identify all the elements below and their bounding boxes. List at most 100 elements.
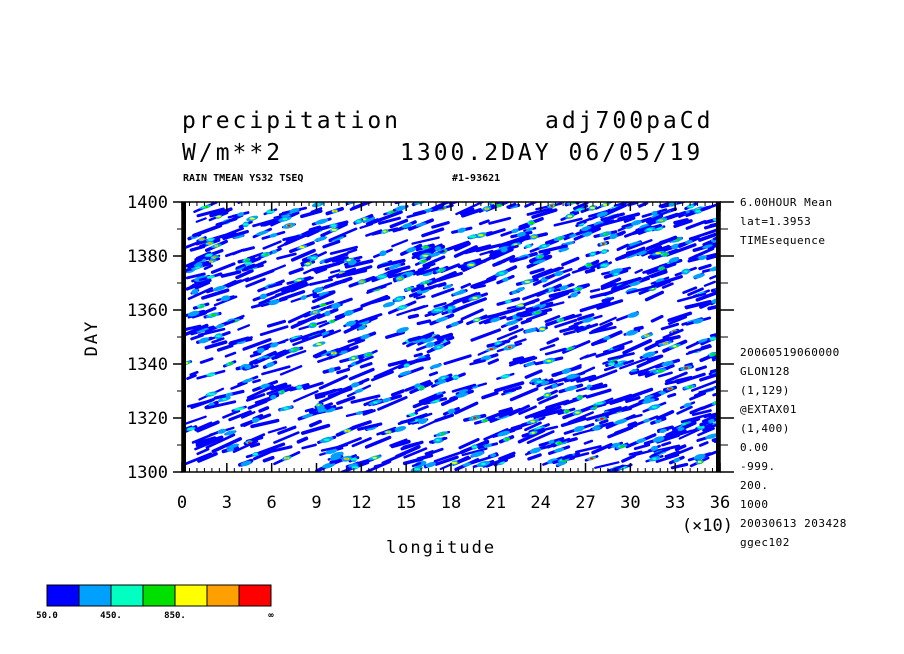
rain-streak bbox=[676, 405, 693, 415]
rain-streak bbox=[434, 413, 455, 423]
rain-streak bbox=[309, 278, 333, 286]
rain-cell bbox=[398, 306, 406, 309]
rain-cell bbox=[434, 246, 442, 252]
rain-streak bbox=[619, 357, 649, 370]
rain-streak bbox=[667, 392, 677, 398]
x-tick-label: 12 bbox=[351, 493, 371, 513]
rain-streak bbox=[185, 282, 203, 291]
rain-streak bbox=[602, 421, 614, 427]
rain-streak bbox=[673, 218, 689, 225]
rain-cell bbox=[404, 364, 410, 367]
rain-cell bbox=[687, 205, 694, 208]
rain-streak bbox=[218, 214, 244, 227]
rain-streak bbox=[583, 352, 597, 359]
rain-streak bbox=[351, 437, 372, 448]
rain-cell bbox=[723, 434, 730, 439]
rain-cell bbox=[501, 375, 509, 378]
rain-cell bbox=[507, 346, 512, 349]
rain-streak bbox=[516, 306, 540, 317]
rain-cell bbox=[257, 347, 265, 354]
rain-streak bbox=[698, 231, 720, 242]
rain-streak bbox=[311, 291, 335, 304]
rain-streak bbox=[261, 365, 291, 376]
rain-cell bbox=[422, 271, 434, 277]
rain-cell bbox=[443, 284, 453, 289]
rain-cell bbox=[212, 285, 227, 291]
rain-cell bbox=[382, 397, 392, 403]
rain-streak bbox=[559, 325, 579, 333]
side-info-5: (1,129) bbox=[740, 384, 790, 397]
rain-streak bbox=[469, 359, 486, 366]
rain-streak bbox=[308, 225, 322, 232]
rain-streak bbox=[645, 235, 678, 251]
rain-cell bbox=[556, 461, 567, 466]
rain-cell bbox=[347, 202, 359, 205]
rain-streak bbox=[252, 378, 261, 384]
rain-cell bbox=[601, 250, 607, 253]
rain-streak bbox=[630, 368, 649, 376]
rain-streak bbox=[609, 398, 624, 405]
rain-cell bbox=[208, 260, 213, 263]
rain-streak bbox=[415, 295, 426, 300]
rain-cell bbox=[413, 467, 421, 471]
rain-streak bbox=[292, 333, 321, 346]
rain-streak bbox=[626, 413, 643, 421]
rain-cell bbox=[311, 324, 316, 327]
rain-cell bbox=[557, 442, 563, 445]
rain-streak bbox=[322, 329, 342, 339]
rain-cell bbox=[567, 215, 573, 218]
rain-streak bbox=[232, 249, 243, 256]
rain-streak bbox=[235, 269, 254, 280]
rain-cell bbox=[468, 235, 477, 238]
rain-cell bbox=[425, 461, 437, 468]
rain-cell bbox=[539, 328, 545, 331]
rain-streak bbox=[408, 335, 422, 343]
rain-streak bbox=[258, 298, 270, 305]
x-tick-label: 27 bbox=[575, 493, 595, 513]
rain-streak bbox=[600, 282, 618, 291]
rain-cell bbox=[530, 420, 535, 423]
rain-cell bbox=[433, 308, 443, 312]
rain-cell bbox=[299, 246, 305, 249]
rain-cell bbox=[558, 247, 570, 252]
rain-cell bbox=[216, 215, 221, 218]
rain-cell bbox=[252, 452, 259, 456]
rain-cell bbox=[386, 431, 390, 433]
rain-streak bbox=[237, 202, 244, 204]
rain-streak bbox=[625, 396, 641, 403]
rain-streak bbox=[421, 227, 445, 238]
rain-streak bbox=[359, 362, 373, 369]
rain-cell bbox=[212, 256, 217, 259]
rain-cell bbox=[559, 319, 564, 322]
rain-cell bbox=[627, 312, 640, 318]
rain-streak bbox=[599, 419, 609, 425]
rain-cell bbox=[345, 320, 357, 327]
rain-streak bbox=[531, 208, 558, 219]
rain-cell bbox=[506, 300, 511, 303]
rain-cell bbox=[725, 435, 729, 437]
rain-streak bbox=[270, 445, 293, 453]
rain-streak bbox=[410, 284, 425, 293]
rain-streak bbox=[542, 273, 571, 288]
rain-streak bbox=[655, 336, 671, 345]
rain-cell bbox=[528, 221, 536, 224]
rain-streak bbox=[237, 324, 251, 331]
rain-streak bbox=[304, 407, 314, 413]
rain-cell bbox=[323, 438, 330, 442]
rain-cell bbox=[228, 362, 233, 365]
rain-streak bbox=[300, 209, 323, 219]
colorbar-swatch bbox=[78, 584, 112, 607]
rain-cell bbox=[358, 320, 370, 325]
rain-cell bbox=[531, 431, 535, 434]
rain-streak bbox=[431, 221, 450, 229]
side-info-3: 20060519060000 bbox=[740, 346, 840, 359]
rain-cell bbox=[220, 295, 231, 302]
rain-cell bbox=[551, 383, 558, 389]
rain-cell bbox=[540, 380, 550, 386]
rain-streak bbox=[433, 451, 461, 463]
rain-streak bbox=[574, 325, 584, 331]
rain-streak bbox=[411, 462, 422, 468]
rain-streak bbox=[391, 239, 409, 248]
rain-cell bbox=[198, 337, 211, 344]
